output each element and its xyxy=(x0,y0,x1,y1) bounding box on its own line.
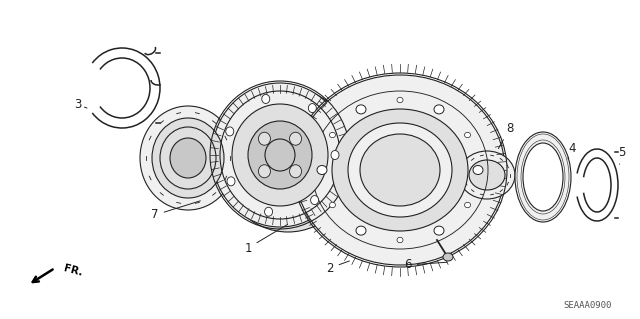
Text: 2: 2 xyxy=(326,261,349,275)
Ellipse shape xyxy=(317,166,327,174)
Ellipse shape xyxy=(265,139,295,171)
Ellipse shape xyxy=(523,143,563,211)
Text: 3: 3 xyxy=(74,99,87,112)
Ellipse shape xyxy=(443,253,453,261)
Text: SEAAA0900: SEAAA0900 xyxy=(564,300,612,309)
Ellipse shape xyxy=(459,151,515,199)
Ellipse shape xyxy=(330,132,335,138)
Text: 4: 4 xyxy=(568,142,576,159)
Ellipse shape xyxy=(310,196,319,204)
Ellipse shape xyxy=(259,132,271,145)
Ellipse shape xyxy=(140,106,236,210)
Ellipse shape xyxy=(356,226,366,235)
Ellipse shape xyxy=(434,105,444,114)
Ellipse shape xyxy=(226,127,234,136)
Ellipse shape xyxy=(332,109,468,231)
Ellipse shape xyxy=(397,237,403,243)
Ellipse shape xyxy=(289,132,301,145)
Ellipse shape xyxy=(170,138,206,178)
Ellipse shape xyxy=(330,202,335,208)
Ellipse shape xyxy=(295,75,505,265)
Ellipse shape xyxy=(348,123,452,217)
Text: 1: 1 xyxy=(244,225,287,255)
Ellipse shape xyxy=(289,165,301,178)
Ellipse shape xyxy=(360,134,440,206)
Ellipse shape xyxy=(227,177,235,186)
Ellipse shape xyxy=(212,83,348,227)
Ellipse shape xyxy=(248,121,312,189)
Ellipse shape xyxy=(262,94,270,103)
Ellipse shape xyxy=(160,127,216,189)
Text: 8: 8 xyxy=(499,122,514,149)
Text: 7: 7 xyxy=(151,201,200,221)
Ellipse shape xyxy=(264,207,273,216)
Text: 6: 6 xyxy=(404,258,447,271)
Ellipse shape xyxy=(220,88,356,232)
Text: 5: 5 xyxy=(618,145,626,164)
Ellipse shape xyxy=(465,202,470,208)
Ellipse shape xyxy=(356,105,366,114)
Ellipse shape xyxy=(469,160,505,190)
Ellipse shape xyxy=(434,226,444,235)
Ellipse shape xyxy=(308,104,316,113)
Ellipse shape xyxy=(515,132,571,222)
Text: FR.: FR. xyxy=(62,264,83,278)
Ellipse shape xyxy=(259,165,271,178)
Ellipse shape xyxy=(232,104,328,206)
Ellipse shape xyxy=(473,166,483,174)
Ellipse shape xyxy=(331,151,339,160)
Ellipse shape xyxy=(152,118,224,198)
Ellipse shape xyxy=(397,97,403,103)
Ellipse shape xyxy=(465,132,470,138)
